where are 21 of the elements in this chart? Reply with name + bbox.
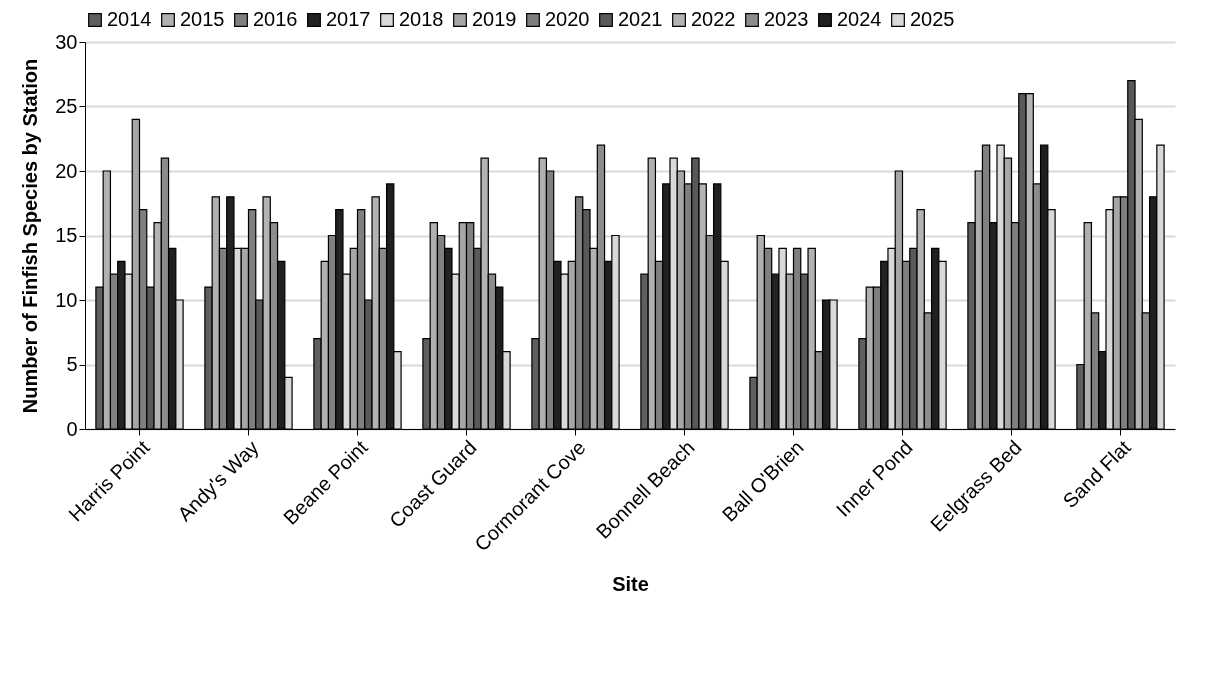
legend-label: 2024 [837,8,882,30]
legend-label: 2019 [472,8,517,30]
y-tick-label: 5 [66,353,78,375]
legend-label: 2023 [764,8,809,30]
legend-label: 2020 [545,8,590,30]
legend-label: 2016 [253,8,298,30]
y-tick-label: 0 [66,417,78,440]
y-tick-label: 30 [55,30,78,53]
legend-label: 2017 [326,8,371,30]
x-axis-title: Site [612,573,649,596]
y-axis-title: Number of Finfish Species by Station [19,58,42,414]
legend-label: 2015 [180,8,225,30]
legend-label: 2022 [691,8,736,30]
y-tick-label: 25 [55,95,78,117]
y-tick-label: 20 [55,159,78,182]
y-tick-label: 10 [55,288,78,311]
legend-label: 2025 [910,8,955,30]
legend-label: 2014 [107,8,152,30]
legend-label: 2018 [399,8,444,30]
legend-label: 2021 [618,8,663,30]
y-tick-label: 15 [55,224,78,246]
